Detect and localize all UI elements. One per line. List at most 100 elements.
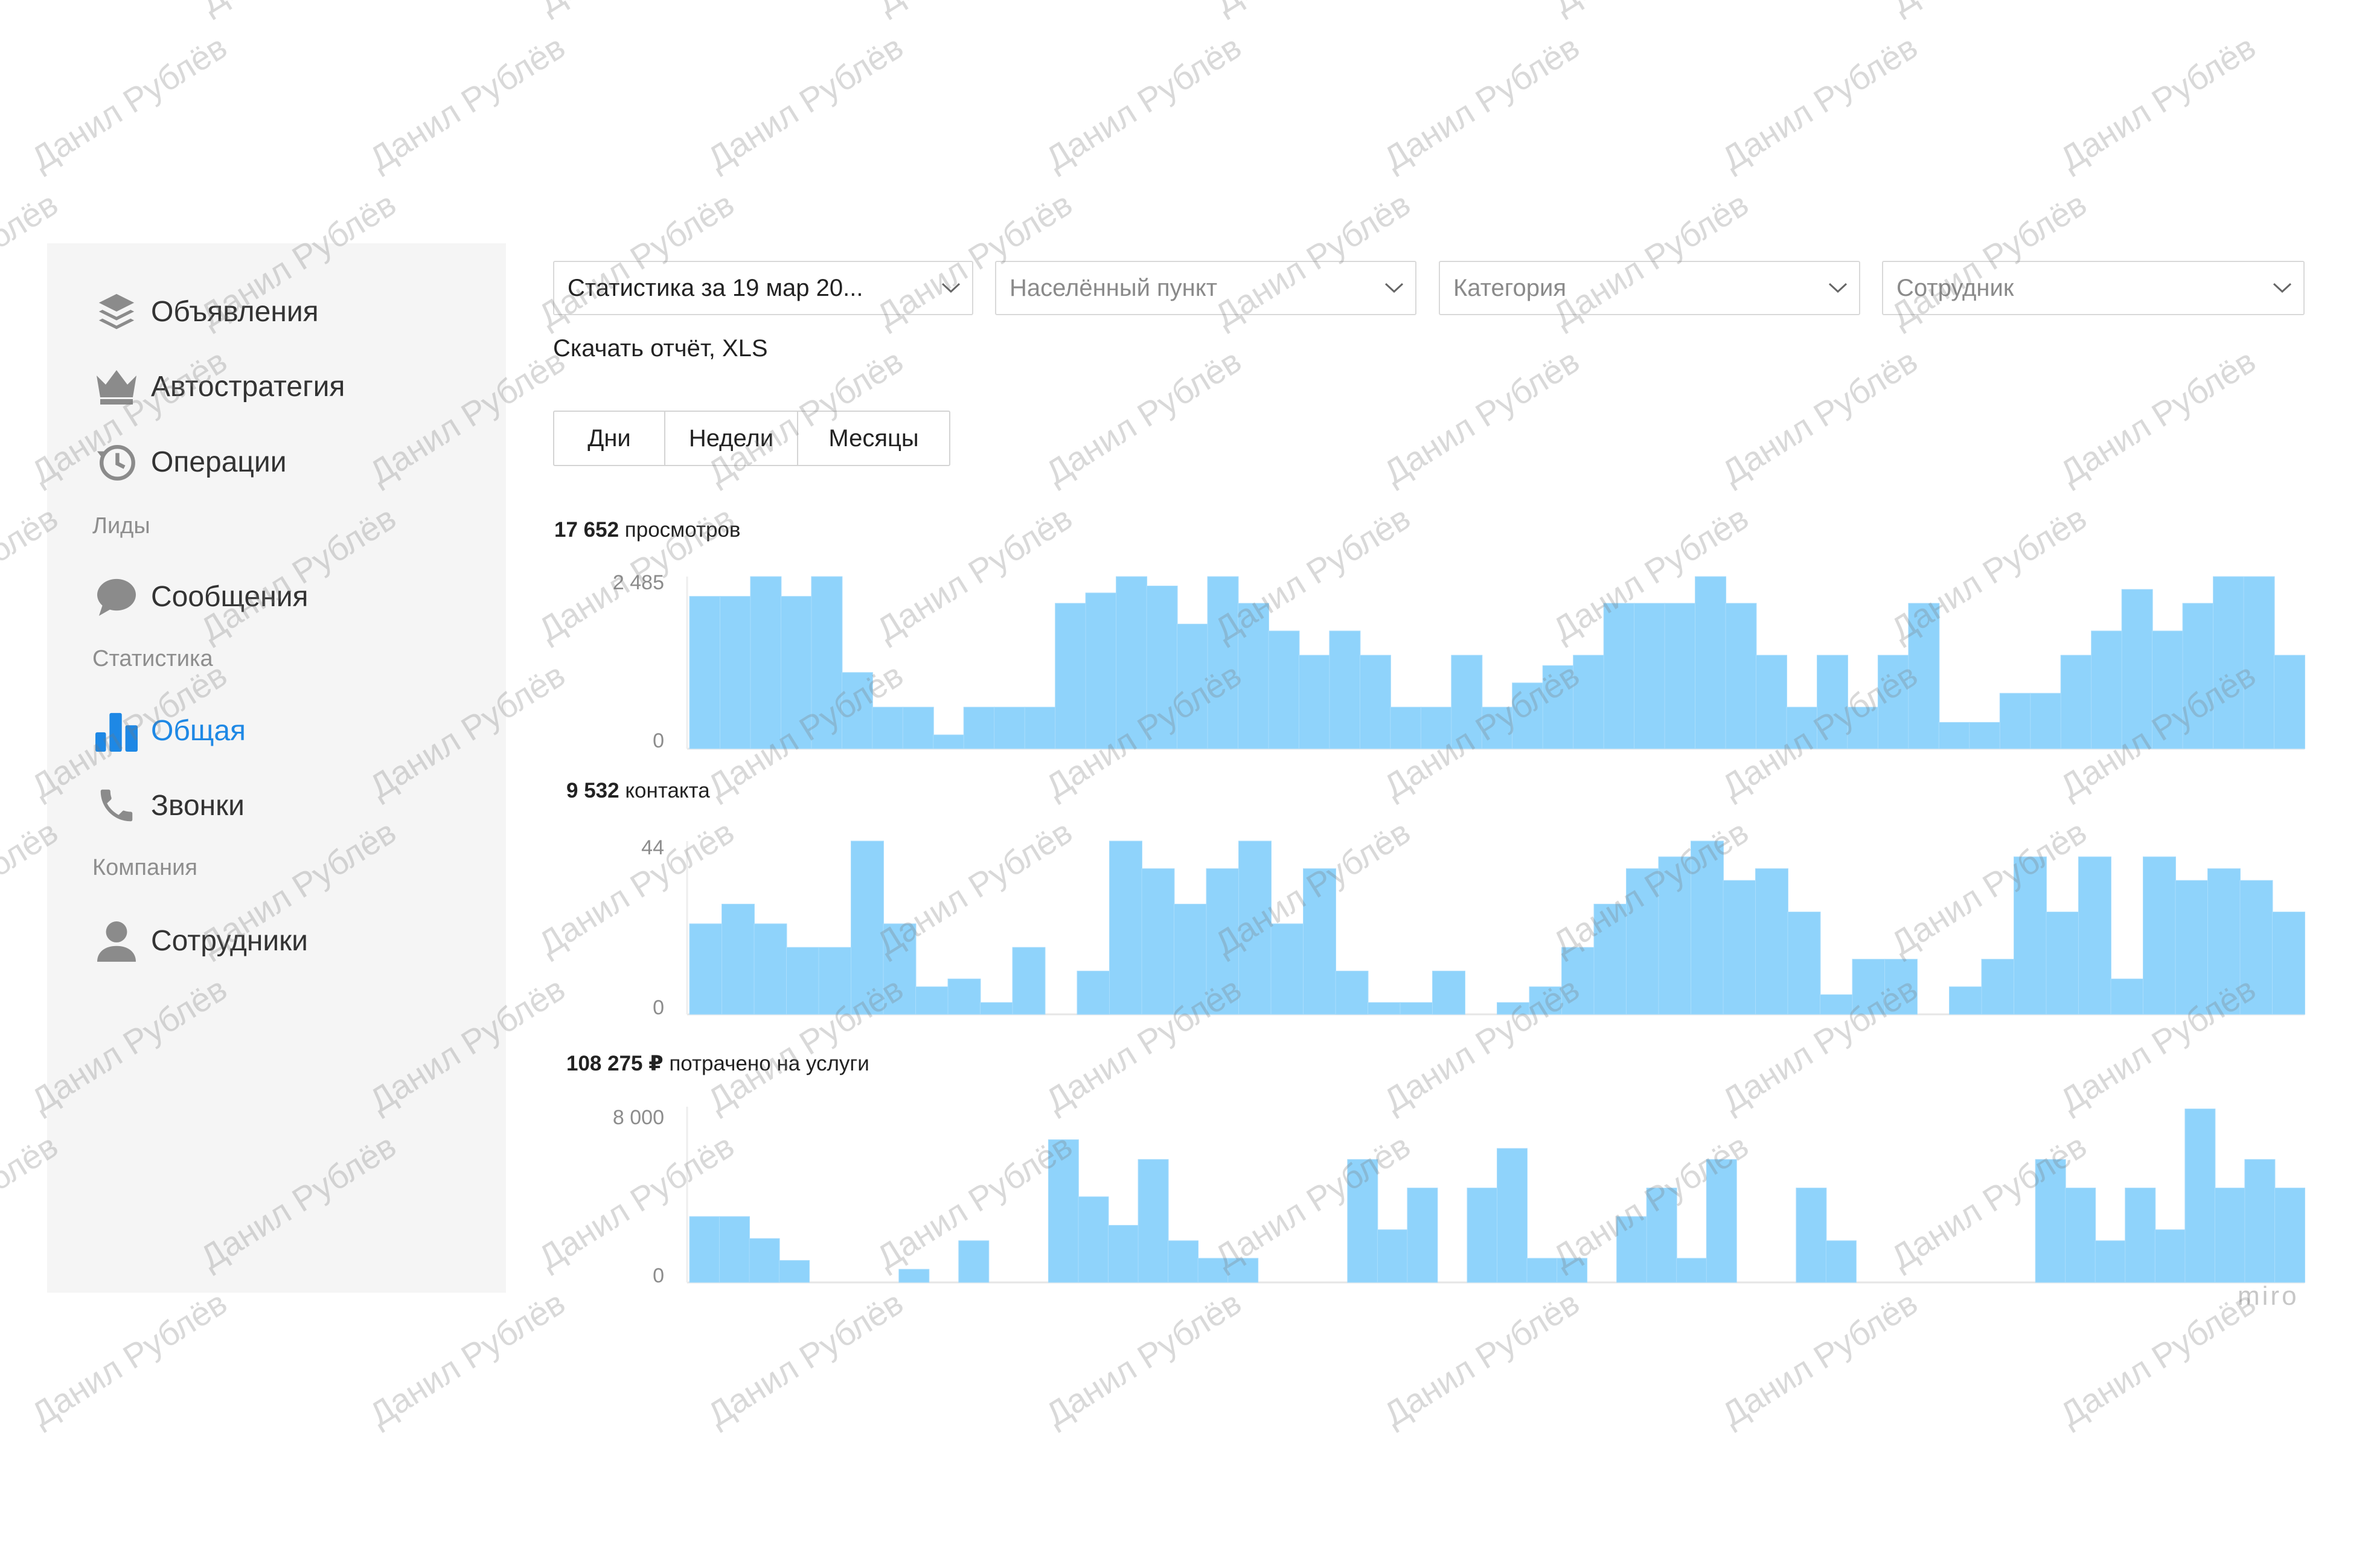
chart-bar[interactable] (1658, 856, 1692, 1015)
chart-bar[interactable] (933, 734, 965, 749)
chart-bar[interactable] (750, 576, 782, 749)
chart-bar[interactable] (1603, 603, 1635, 749)
chart-bar[interactable] (1197, 1258, 1229, 1283)
chart-bar[interactable] (818, 947, 852, 1015)
chart-bar[interactable] (749, 1238, 780, 1283)
chart-bar[interactable] (1335, 970, 1369, 1015)
tab-days[interactable]: Дни (554, 412, 665, 465)
chart-bar[interactable] (1108, 1224, 1139, 1283)
chart-bar[interactable] (2125, 1188, 2156, 1283)
chart-bar[interactable] (1329, 630, 1361, 749)
sidebar-item-messages[interactable]: Сообщения (92, 569, 309, 624)
chart-bar[interactable] (1206, 868, 1240, 1015)
chart-bar[interactable] (1526, 1258, 1558, 1283)
sidebar-item-operations[interactable]: Операции (92, 435, 287, 489)
chart-bar[interactable] (1969, 722, 2001, 749)
chart-bar[interactable] (1390, 706, 1422, 749)
chart-bar[interactable] (958, 1240, 990, 1283)
employee-select[interactable]: Сотрудник (1882, 261, 2305, 315)
chart-bar[interactable] (2239, 880, 2273, 1015)
chart-bar[interactable] (1593, 903, 1627, 1015)
chart-bar[interactable] (1377, 1229, 1408, 1283)
chart-bar[interactable] (902, 706, 934, 749)
chart-bar[interactable] (1109, 840, 1142, 1015)
chart-bar[interactable] (1676, 1258, 1707, 1283)
chart-bar[interactable] (2207, 868, 2241, 1015)
chart-bar[interactable] (2182, 603, 2214, 749)
chart-bar[interactable] (2274, 654, 2305, 749)
chart-bar[interactable] (1634, 603, 1666, 749)
chart-bar[interactable] (1616, 1216, 1648, 1283)
locality-select[interactable]: Населённый пункт (995, 261, 1416, 315)
chart-bar[interactable] (872, 706, 904, 749)
chart-bar[interactable] (1270, 923, 1304, 1015)
chart-bar[interactable] (2154, 1229, 2186, 1283)
chart-bar[interactable] (1756, 654, 1787, 749)
chart-bar[interactable] (754, 923, 787, 1015)
chart-bar[interactable] (722, 903, 755, 1015)
chart-bar[interactable] (1557, 1258, 1588, 1283)
chart-bar[interactable] (1852, 959, 1886, 1015)
chart-bar[interactable] (1646, 1188, 1677, 1283)
chart-bar[interactable] (1298, 654, 1330, 749)
chart-bar[interactable] (1116, 576, 1148, 749)
chart-bar[interactable] (719, 1216, 750, 1283)
chart-bar[interactable] (1077, 970, 1110, 1015)
chart-bar[interactable] (1561, 947, 1595, 1015)
chart-bar[interactable] (1085, 592, 1117, 749)
chart-bar[interactable] (1626, 868, 1659, 1015)
chart-bar[interactable] (1432, 970, 1465, 1015)
chart-bar[interactable] (2014, 856, 2047, 1015)
chart-bar[interactable] (963, 706, 995, 749)
chart-bar[interactable] (2243, 576, 2275, 749)
chart-bar[interactable] (2214, 1188, 2245, 1283)
chart-bar[interactable] (1825, 1240, 1857, 1283)
chart-bar[interactable] (1400, 1002, 1433, 1015)
chart-bar[interactable] (811, 576, 843, 749)
chart-bar[interactable] (1177, 624, 1208, 749)
chart-bar[interactable] (1529, 986, 1563, 1015)
chart-bar[interactable] (1268, 630, 1300, 749)
chart-bar[interactable] (780, 596, 812, 749)
chart-bar[interactable] (1055, 603, 1087, 749)
chart-bar[interactable] (1999, 693, 2031, 749)
chart-bar[interactable] (1786, 706, 1818, 749)
sidebar-item-employees[interactable]: Сотрудники (92, 914, 308, 968)
sidebar-item-general[interactable]: Общая (92, 703, 246, 758)
download-report-link[interactable]: Скачать отчёт, XLS (553, 335, 768, 362)
chart-bar[interactable] (898, 1269, 930, 1283)
chart-bar[interactable] (1451, 654, 1483, 749)
category-select[interactable]: Категория (1439, 261, 1860, 315)
chart-bar[interactable] (1048, 1139, 1079, 1283)
chart-bar[interactable] (1024, 706, 1056, 749)
chart-bar[interactable] (1755, 868, 1788, 1015)
sidebar-item-ads[interactable]: Объявления (92, 284, 319, 339)
chart-bar[interactable] (1359, 654, 1391, 749)
sidebar-item-calls[interactable]: Звонки (92, 778, 245, 833)
chart-bar[interactable] (1691, 840, 1724, 1015)
chart-bar[interactable] (1695, 576, 1727, 749)
chart-bar[interactable] (1207, 576, 1239, 749)
chart-bar[interactable] (980, 1002, 1013, 1015)
chart-bar[interactable] (2078, 856, 2111, 1015)
chart-bar[interactable] (1706, 1159, 1737, 1283)
chart-bar[interactable] (1723, 880, 1756, 1015)
tab-weeks[interactable]: Недели (665, 412, 798, 465)
chart-bar[interactable] (1138, 1159, 1169, 1283)
chart-bar[interactable] (2035, 1159, 2066, 1283)
chart-bar[interactable] (2110, 978, 2144, 1015)
chart-bar[interactable] (2094, 1240, 2126, 1283)
chart-bar[interactable] (2030, 693, 2062, 749)
chart-bar[interactable] (994, 706, 1026, 749)
chart-bar[interactable] (1573, 654, 1605, 749)
chart-bar[interactable] (2121, 589, 2153, 749)
chart-bar[interactable] (1981, 959, 2015, 1015)
sidebar-item-autostrategy[interactable]: Автостратегия (92, 359, 345, 414)
chart-bar[interactable] (1012, 947, 1046, 1015)
chart-bar[interactable] (883, 923, 917, 1015)
chart-bar[interactable] (1238, 840, 1272, 1015)
chart-bar[interactable] (1141, 868, 1175, 1015)
chart-bar[interactable] (1820, 994, 1853, 1015)
chart-bar[interactable] (786, 947, 819, 1015)
chart-bar[interactable] (1174, 903, 1207, 1015)
